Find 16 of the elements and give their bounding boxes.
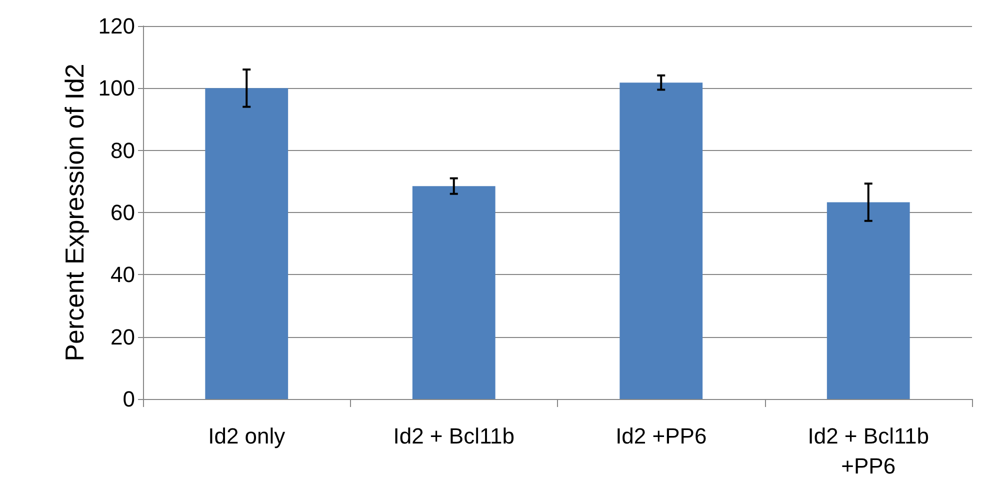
y-tick-label: 120 xyxy=(98,14,135,38)
bar xyxy=(826,202,910,399)
y-tick-label: 80 xyxy=(110,138,135,163)
bar xyxy=(620,82,703,399)
y-axis-title: Percent Expression of Id2 xyxy=(59,64,90,362)
y-tick-label: 40 xyxy=(110,262,135,288)
bar xyxy=(412,186,496,399)
y-tick-label: 100 xyxy=(98,76,135,101)
bar xyxy=(205,88,288,399)
y-tick-label: 0 xyxy=(122,386,135,412)
y-tick-label: 60 xyxy=(110,200,135,225)
y-tick-label: 20 xyxy=(110,324,135,350)
x-tick-label: Id2 +PP6 xyxy=(616,424,707,448)
x-tick-label: Id2 + Bcl11b +PP6 xyxy=(808,424,930,478)
x-tick-label: Id2 + Bcl11b xyxy=(393,424,515,448)
x-tick-label: Id2 only xyxy=(208,424,286,448)
